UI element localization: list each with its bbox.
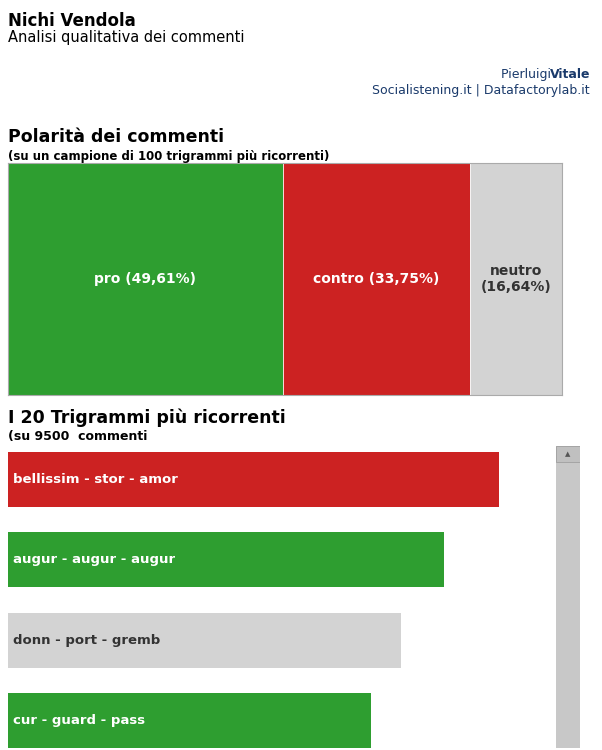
Text: augur - augur - augur: augur - augur - augur — [13, 554, 176, 566]
Text: Nichi Vendola: Nichi Vendola — [8, 12, 135, 30]
Text: I 20 Trigrammi più ricorrenti: I 20 Trigrammi più ricorrenti — [8, 408, 286, 427]
Text: ▲: ▲ — [565, 451, 571, 457]
Text: (su un campione di 100 trigrammi più ricorrenti): (su un campione di 100 trigrammi più ric… — [8, 150, 329, 163]
Bar — [8, 163, 283, 395]
Text: donn - port - gremb: donn - port - gremb — [13, 634, 161, 646]
Bar — [8, 693, 371, 748]
Text: Pierluigi: Pierluigi — [501, 68, 555, 81]
Text: (su 9500  commenti: (su 9500 commenti — [8, 430, 147, 443]
Text: Analisi qualitativa dei commenti: Analisi qualitativa dei commenti — [8, 30, 244, 45]
Bar — [283, 163, 470, 395]
Text: bellissim - stor - amor: bellissim - stor - amor — [13, 473, 178, 486]
Bar — [556, 446, 580, 462]
Bar — [8, 452, 498, 507]
Bar — [470, 163, 562, 395]
Text: Vitale: Vitale — [550, 68, 590, 81]
Text: neutro
(16,64%): neutro (16,64%) — [480, 264, 551, 294]
Text: contro (33,75%): contro (33,75%) — [313, 272, 439, 286]
Text: cur - guard - pass: cur - guard - pass — [13, 714, 146, 727]
Text: pro (49,61%): pro (49,61%) — [95, 272, 196, 286]
Bar — [8, 532, 444, 587]
Text: Polarità dei commenti: Polarità dei commenti — [8, 128, 224, 146]
Text: Socialistening.it | Datafactorylab.it: Socialistening.it | Datafactorylab.it — [373, 84, 590, 97]
Bar — [8, 613, 401, 668]
